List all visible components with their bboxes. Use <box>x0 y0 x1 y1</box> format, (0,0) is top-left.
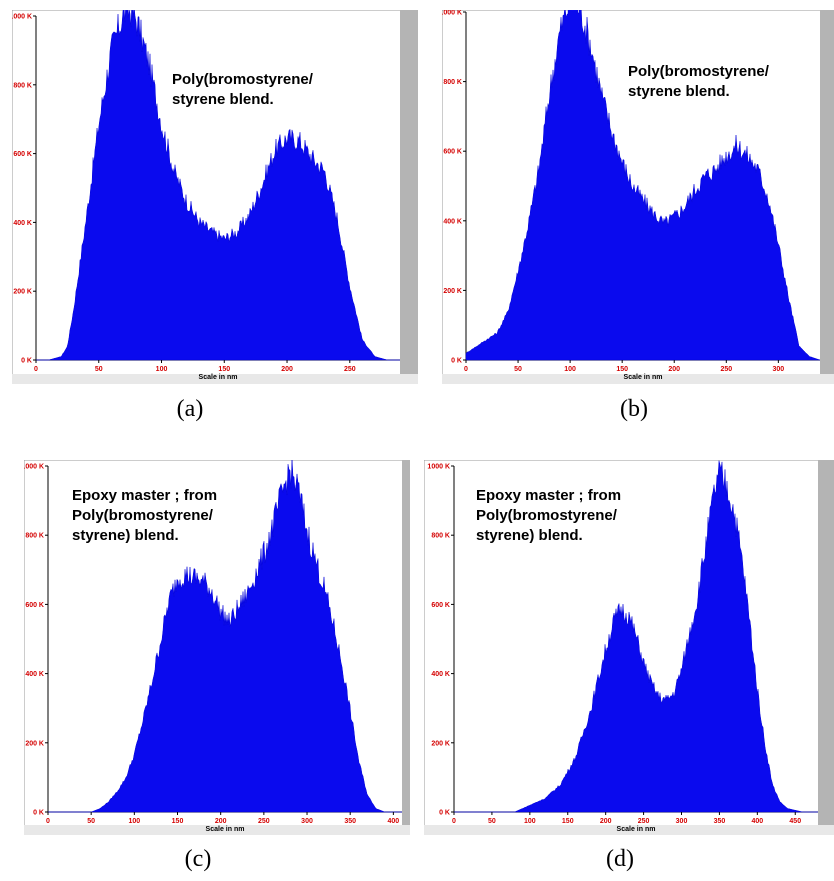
y-tick-label: 1000 K <box>427 464 450 471</box>
x-tick-label: 100 <box>564 366 576 373</box>
x-tick-label: 200 <box>215 818 227 825</box>
histogram-series <box>465 10 821 361</box>
x-tick-label: 250 <box>344 366 356 373</box>
x-tick-label: 250 <box>638 818 650 825</box>
x-tick-label: 100 <box>524 818 536 825</box>
y-tick-label: 1000 K <box>12 14 32 21</box>
chart-right-border <box>402 460 410 835</box>
y-tick-label: 200 K <box>443 288 462 295</box>
chart-b-svg: 0 K 200 K 400 K 600 K 800 K 1000 K 0 50 100 150 20… <box>442 10 834 384</box>
chart-annotation-line: Poly(bromostyrene/ <box>476 507 618 524</box>
chart-bottom-strip <box>24 825 410 835</box>
chart-annotation-line: styrene blend. <box>628 83 730 100</box>
y-tick-label: 400 K <box>443 218 462 225</box>
x-tick-label: 0 <box>464 366 468 373</box>
y-tick-label: 800 K <box>13 82 32 89</box>
x-tick-label: 150 <box>562 818 574 825</box>
chart-right-border <box>820 10 834 384</box>
chart-annotation-line: styrene) blend. <box>72 527 179 544</box>
x-axis-label: Scale in nm <box>199 374 238 381</box>
y-tick-label: 400 K <box>431 671 450 678</box>
x-tick-label: 0 <box>34 366 38 373</box>
chart-d-svg: 0 K 200 K 400 K 600 K 800 K 1000 K 0 50 100 150 20… <box>424 460 834 835</box>
y-tick-label: 800 K <box>25 533 44 540</box>
chart-annotation-line: styrene blend. <box>172 91 274 108</box>
x-tick-label: 350 <box>714 818 726 825</box>
chart-panel-c: 0 K 200 K 400 K 600 K 800 K 1000 K 0 50 100 150 20… <box>24 460 410 835</box>
x-tick-label: 0 <box>452 818 456 825</box>
y-tick-label: 200 K <box>431 740 450 747</box>
chart-right-border <box>818 460 834 835</box>
x-tick-label: 250 <box>258 818 270 825</box>
x-tick-label: 400 <box>388 818 400 825</box>
x-tick-label: 150 <box>218 366 230 373</box>
x-tick-label: 300 <box>301 818 313 825</box>
y-tick-label: 600 K <box>443 149 462 156</box>
histogram-series <box>454 460 818 813</box>
x-tick-label: 50 <box>514 366 522 373</box>
x-tick-label: 50 <box>488 818 496 825</box>
x-tick-label: 250 <box>720 366 732 373</box>
x-tick-label: 100 <box>156 366 168 373</box>
chart-annotation-line: styrene) blend. <box>476 527 583 544</box>
x-tick-label: 150 <box>616 366 628 373</box>
y-tick-label: 200 K <box>13 289 32 296</box>
x-tick-label: 50 <box>87 818 95 825</box>
chart-panel-d: 0 K 200 K 400 K 600 K 800 K 1000 K 0 50 100 150 20… <box>424 460 834 835</box>
y-tick-label: 400 K <box>13 220 32 227</box>
chart-c-svg: 0 K 200 K 400 K 600 K 800 K 1000 K 0 50 100 150 20… <box>24 460 410 835</box>
caption-d: (d) <box>606 846 634 872</box>
chart-annotation-line: Poly(bromostyrene/ <box>172 71 314 88</box>
chart-a-svg: 0 K 200 K 400 K 600 K 800 K 1000 K 0 50 100 150 20… <box>12 10 418 384</box>
x-tick-label: 300 <box>676 818 688 825</box>
chart-annotation-line: Epoxy master ; from <box>476 487 621 504</box>
y-tick-label: 0 K <box>439 810 450 817</box>
chart-panel-a: 0 K 200 K 400 K 600 K 800 K 1000 K 0 50 100 150 20… <box>12 10 418 384</box>
x-tick-label: 350 <box>344 818 356 825</box>
x-tick-label: 50 <box>95 366 103 373</box>
x-tick-label: 200 <box>668 366 680 373</box>
caption-c: (c) <box>184 846 212 872</box>
x-axis-label: Scale in nm <box>624 374 663 381</box>
x-tick-label: 200 <box>600 818 612 825</box>
chart-annotation-line: Poly(bromostyrene/ <box>628 63 770 80</box>
y-tick-label: 800 K <box>431 533 450 540</box>
x-tick-label: 150 <box>172 818 184 825</box>
y-tick-label: 1000 K <box>24 464 44 471</box>
y-tick-label: 400 K <box>25 671 44 678</box>
y-tick-label: 200 K <box>25 740 44 747</box>
y-tick-label: 0 K <box>33 810 44 817</box>
chart-panel-b: 0 K 200 K 400 K 600 K 800 K 1000 K 0 50 100 150 20… <box>442 10 834 384</box>
x-tick-label: 300 <box>773 366 785 373</box>
y-tick-label: 1000 K <box>442 10 462 17</box>
caption-a: (a) <box>176 396 204 422</box>
y-tick-label: 0 K <box>451 358 462 365</box>
x-axis-label: Scale in nm <box>617 826 656 833</box>
x-axis-label: Scale in nm <box>206 826 245 833</box>
y-tick-label: 600 K <box>13 151 32 158</box>
x-tick-label: 400 <box>751 818 763 825</box>
x-tick-label: 450 <box>789 818 801 825</box>
x-tick-label: 100 <box>128 818 140 825</box>
caption-b: (b) <box>620 396 648 422</box>
chart-bottom-strip <box>12 374 418 384</box>
y-tick-label: 600 K <box>431 602 450 609</box>
y-tick-label: 0 K <box>21 358 32 365</box>
histogram-series <box>48 460 402 813</box>
y-tick-label: 800 K <box>443 79 462 86</box>
chart-bottom-strip <box>424 825 834 835</box>
histogram-series <box>36 10 400 361</box>
chart-annotation-line: Epoxy master ; from <box>72 487 217 504</box>
chart-annotation-line: Poly(bromostyrene/ <box>72 507 214 524</box>
x-tick-label: 0 <box>46 818 50 825</box>
chart-bottom-strip <box>442 374 834 384</box>
y-tick-label: 600 K <box>25 602 44 609</box>
x-tick-label: 200 <box>281 366 293 373</box>
chart-right-border <box>400 10 418 384</box>
